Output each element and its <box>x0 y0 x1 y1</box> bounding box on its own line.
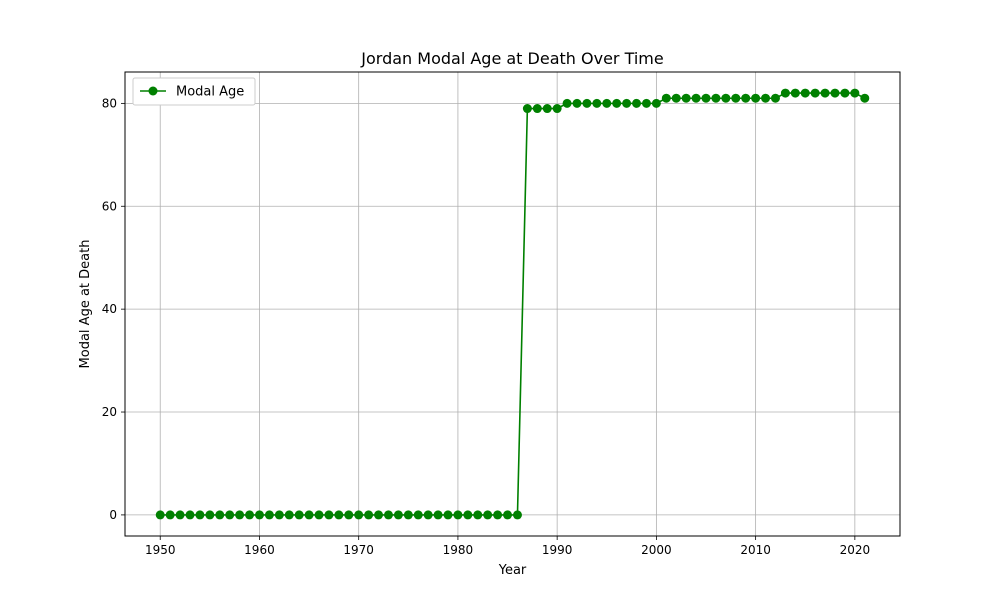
data-point <box>751 93 761 103</box>
legend-box <box>132 77 256 106</box>
data-point <box>622 98 632 108</box>
data-point <box>761 93 771 103</box>
data-point <box>701 93 711 103</box>
y-tick-label: 60 <box>102 199 117 213</box>
data-point <box>235 510 245 520</box>
x-tick-label: 1980 <box>443 543 474 557</box>
data-point <box>572 98 582 108</box>
data-point <box>304 510 314 520</box>
data-point <box>592 98 602 108</box>
data-point <box>860 93 870 103</box>
y-axis-label: Modal Age at Death <box>78 240 93 369</box>
data-point <box>790 88 800 98</box>
data-point <box>423 510 433 520</box>
data-point <box>800 88 810 98</box>
data-point <box>185 510 195 520</box>
data-point <box>651 98 661 108</box>
data-point <box>503 510 513 520</box>
data-point <box>850 88 860 98</box>
x-tick-label: 2020 <box>840 543 871 557</box>
data-point <box>731 93 741 103</box>
data-point <box>225 510 235 520</box>
y-tick-label: 40 <box>102 302 117 316</box>
data-point <box>284 510 294 520</box>
data-point <box>780 88 790 98</box>
data-point <box>374 510 384 520</box>
x-tick-label: 1970 <box>343 543 374 557</box>
data-point <box>820 88 830 98</box>
x-tick-label: 2000 <box>641 543 672 557</box>
x-tick-label: 1950 <box>145 543 176 557</box>
data-point <box>522 104 532 114</box>
data-point <box>443 510 453 520</box>
series-layer <box>155 88 870 520</box>
data-point <box>354 510 364 520</box>
data-point <box>632 98 642 108</box>
data-point <box>582 98 592 108</box>
y-axis: 0 20 40 60 80 <box>102 96 125 522</box>
plot-frame <box>124 71 901 537</box>
y-tick-label: 0 <box>109 508 117 522</box>
data-point <box>552 104 562 114</box>
data-point <box>612 98 622 108</box>
data-point <box>493 510 503 520</box>
data-point <box>810 88 820 98</box>
data-point <box>334 510 344 520</box>
data-point <box>681 93 691 103</box>
data-point <box>512 510 522 520</box>
data-point <box>205 510 215 520</box>
y-tick-label: 80 <box>102 96 117 110</box>
data-point <box>711 93 721 103</box>
data-point <box>274 510 284 520</box>
data-point <box>195 510 205 520</box>
legend-marker-icon <box>148 86 158 96</box>
data-point <box>562 98 572 108</box>
data-point <box>463 510 473 520</box>
data-point <box>344 510 354 520</box>
data-point <box>641 98 651 108</box>
data-point <box>383 510 393 520</box>
data-point <box>413 510 423 520</box>
data-point <box>165 510 175 520</box>
data-point <box>314 510 324 520</box>
data-point <box>671 93 681 103</box>
data-point <box>324 510 334 520</box>
data-point <box>602 98 612 108</box>
data-point <box>264 510 274 520</box>
legend: Modal Age <box>132 77 256 106</box>
data-point <box>830 88 840 98</box>
data-point <box>483 510 493 520</box>
data-point <box>294 510 304 520</box>
data-point <box>245 510 255 520</box>
data-point <box>473 510 483 520</box>
data-point <box>721 93 731 103</box>
data-point <box>661 93 671 103</box>
data-point <box>453 510 463 520</box>
data-point <box>215 510 225 520</box>
data-point <box>364 510 374 520</box>
data-point <box>840 88 850 98</box>
data-point <box>532 104 542 114</box>
legend-entry-label: Modal Age <box>176 85 244 100</box>
x-tick-label: 1960 <box>244 543 275 557</box>
data-point <box>542 104 552 114</box>
data-point <box>741 93 751 103</box>
data-point <box>393 510 403 520</box>
data-point <box>770 93 780 103</box>
x-tick-label: 1990 <box>542 543 573 557</box>
x-axis-label: Year <box>498 563 527 578</box>
data-point <box>155 510 165 520</box>
data-point <box>691 93 701 103</box>
data-point <box>175 510 185 520</box>
data-point <box>403 510 413 520</box>
y-tick-label: 20 <box>102 405 117 419</box>
x-axis: 1950 1960 1970 1980 1990 2000 2010 2020 <box>145 536 870 557</box>
x-tick-label: 2010 <box>740 543 771 557</box>
data-point <box>254 510 264 520</box>
data-point <box>433 510 443 520</box>
chart-title: Jordan Modal Age at Death Over Time <box>360 49 663 68</box>
